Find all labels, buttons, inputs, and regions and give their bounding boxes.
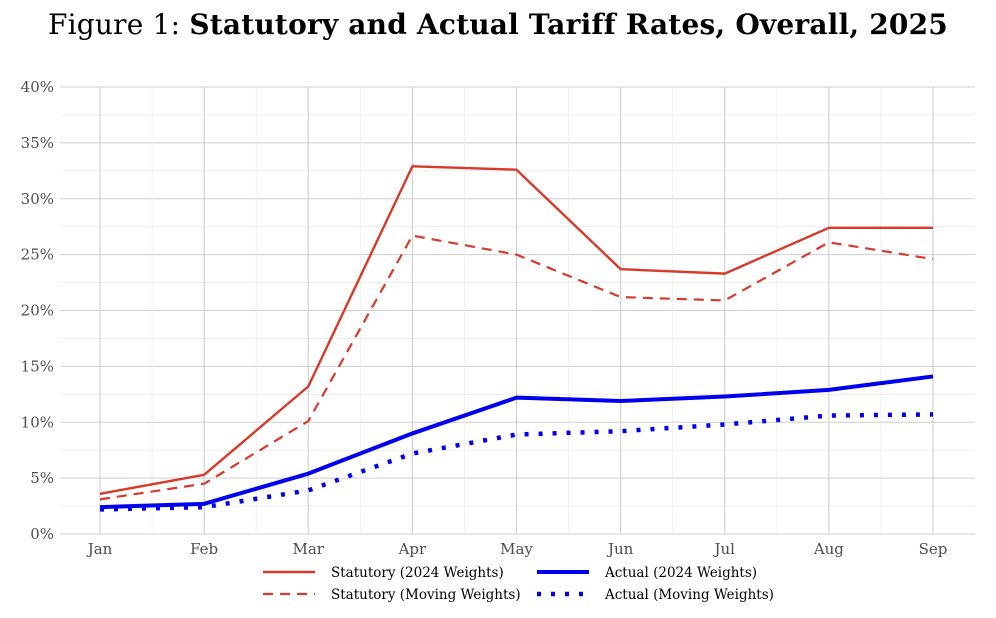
y-tick-label: 15%: [21, 357, 54, 375]
legend-item: Actual (2024 Weights): [537, 565, 757, 581]
figure-prefix: Figure 1:: [47, 8, 181, 41]
y-tick-label: 10%: [21, 413, 54, 431]
y-axis: 0% 5% 10% 15% 20% 25% 30% 35% 40%: [21, 78, 54, 543]
x-axis: Jan Feb Mar Apr May Jun Jul Aug Sep: [86, 540, 948, 558]
x-tick-label: Aug: [813, 540, 844, 558]
legend-label: Actual (2024 Weights): [604, 565, 757, 581]
y-tick-label: 20%: [21, 302, 54, 320]
legend-item: Actual (Moving Weights): [537, 587, 774, 603]
legend-label: Statutory (2024 Weights): [331, 565, 504, 581]
x-tick-label: Mar: [293, 540, 325, 558]
x-tick-label: Sep: [919, 540, 948, 558]
legend-item: Statutory (2024 Weights): [263, 565, 504, 581]
series-line-statutory-moving-weights: [99, 234, 934, 501]
x-tick-label: Jan: [86, 540, 113, 558]
series-line-statutory-2024-weights: [99, 165, 933, 495]
grid: [60, 86, 975, 535]
x-tick-label: Apr: [398, 540, 427, 558]
y-tick-label: 5%: [30, 469, 54, 487]
y-tick-label: 40%: [21, 78, 54, 96]
figure-title: Statutory and Actual Tariff Rates, Overa…: [189, 8, 948, 41]
y-tick-label: 35%: [21, 134, 54, 152]
legend-label: Actual (Moving Weights): [604, 587, 774, 603]
legend: Statutory (2024 Weights) Actual (2024 Wei…: [263, 565, 774, 603]
series-layer: [99, 165, 934, 512]
y-tick-label: 25%: [21, 246, 54, 264]
legend-item: Statutory (Moving Weights): [263, 587, 521, 603]
x-tick-label: May: [500, 540, 533, 558]
y-tick-label: 30%: [21, 190, 54, 208]
series-line-actual-2024-weights: [99, 374, 934, 510]
x-tick-label: Jul: [713, 540, 736, 558]
y-tick-label: 0%: [30, 525, 54, 543]
x-tick-label: Jun: [606, 540, 634, 558]
x-tick-label: Feb: [190, 540, 218, 558]
legend-label: Statutory (Moving Weights): [331, 587, 521, 603]
chart-title: Figure 1: Statutory and Actual Tariff Ra…: [0, 8, 996, 41]
